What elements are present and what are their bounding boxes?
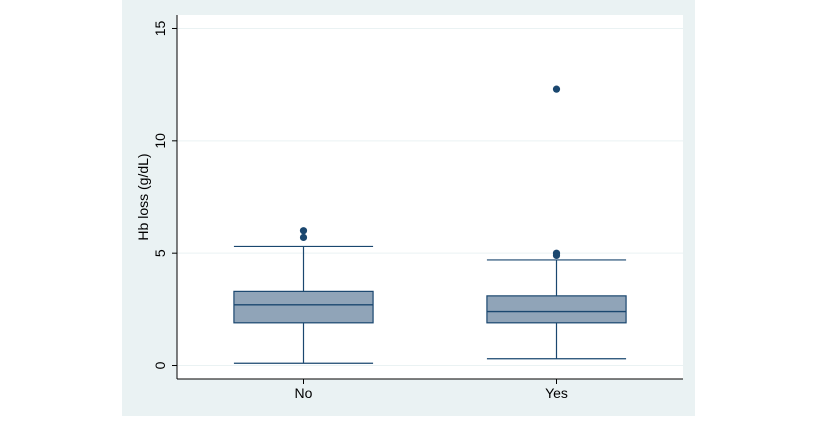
box-plot-chart: 0 5 10 15 No Yes Hb loss (g/dL): [122, 0, 695, 416]
y-axis-ticks: 0 5 10 15: [152, 20, 177, 369]
y-tick-label: 10: [152, 133, 168, 149]
box-yes: [486, 85, 627, 360]
x-tick-label: No: [295, 385, 313, 401]
box-no: [233, 227, 374, 364]
y-axis-label: Hb loss (g/dL): [135, 153, 151, 240]
outlier-point: [299, 233, 308, 242]
y-tick-label: 5: [152, 249, 168, 257]
x-axis-ticks: No Yes: [295, 379, 568, 401]
y-tick-label: 15: [152, 20, 168, 36]
outlier-point: [299, 227, 308, 235]
y-tick-label: 0: [152, 361, 168, 369]
x-tick-label: Yes: [545, 385, 568, 401]
outlier-point: [552, 249, 561, 257]
outlier-point: [552, 85, 561, 93]
iqr-box: [486, 295, 627, 324]
chart-frame: 0 5 10 15 No Yes Hb loss (g/dL): [122, 0, 695, 416]
iqr-box: [233, 290, 374, 324]
boxes: [233, 85, 627, 364]
grid-lines: [177, 27, 683, 367]
plot-area: [177, 15, 683, 379]
